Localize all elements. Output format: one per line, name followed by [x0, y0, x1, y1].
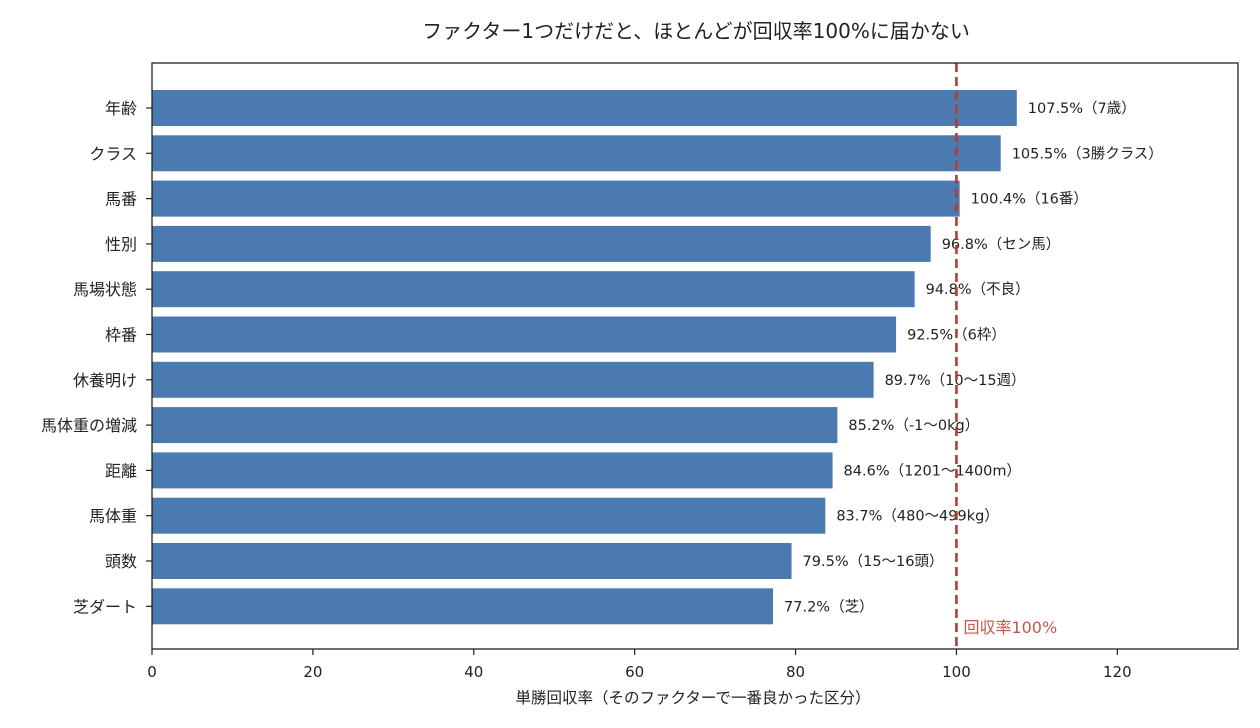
bar-value-label: 79.5%（15〜16頭）	[803, 553, 944, 570]
bar	[152, 497, 826, 534]
bar	[152, 180, 960, 217]
bar	[152, 543, 792, 579]
bar	[152, 271, 915, 308]
x-tick-label: 0	[147, 663, 157, 681]
x-axis-label: 単勝回収率（そのファクターで一番良かった区分）	[516, 689, 871, 707]
bars-layer: 107.5%（7歳） 105.5%（3勝クラス） 100.4%（16番） 96.8%（…	[152, 90, 1163, 625]
y-tick-label: 馬場状態	[73, 280, 137, 299]
x-tick-label: 100	[942, 663, 971, 681]
reference-line-label: 回収率100%	[963, 618, 1057, 637]
x-axis: 0 20 40 60 80 100 120	[147, 649, 1132, 681]
bar	[152, 316, 897, 353]
bar	[152, 588, 774, 625]
bar-value-label: 94.8%（不良）	[926, 281, 1030, 298]
bar-value-label: 96.8%（セン馬）	[942, 236, 1061, 253]
bar-value-label: 107.5%（7歳）	[1028, 100, 1136, 117]
x-tick-label: 80	[786, 663, 805, 681]
chart-title: ファクター1つだけだと、ほとんどが回収率100%に届かない	[422, 19, 970, 43]
y-tick-label: 年齢	[105, 99, 137, 118]
y-tick-label: 性別	[105, 235, 137, 254]
bar-value-label: 100.4%（16番）	[971, 191, 1088, 208]
y-tick-label: 芝ダート	[73, 597, 137, 616]
bar-value-label: 83.7%（480〜499kg）	[836, 508, 999, 525]
bar	[152, 90, 1017, 126]
x-tick-label: 20	[303, 663, 322, 681]
x-tick-label: 40	[464, 663, 483, 681]
bar-value-label: 77.2%（芝）	[784, 598, 874, 615]
y-tick-label: 馬体重	[89, 507, 137, 526]
bar-value-label: 105.5%（3勝クラス）	[1012, 145, 1163, 162]
x-tick-label: 60	[625, 663, 644, 681]
y-tick-label: クラス	[89, 144, 137, 163]
reference-layer: 回収率100%	[955, 63, 1057, 649]
y-tick-label: 馬体重の増減	[41, 416, 137, 435]
x-tick-label: 120	[1103, 663, 1132, 681]
bar	[152, 452, 833, 489]
bar-value-label: 84.6%（1201〜1400m）	[844, 462, 1022, 479]
bar-value-label: 85.2%（-1〜0kg）	[848, 417, 979, 434]
y-tick-label: 枠番	[105, 326, 137, 345]
y-tick-label: 馬番	[105, 190, 137, 209]
bar	[152, 361, 874, 398]
bar-value-label: 89.7%（10〜15週）	[885, 372, 1026, 389]
y-tick-label: 休養明け	[73, 371, 137, 390]
y-tick-label: 距離	[105, 461, 137, 480]
bar	[152, 225, 931, 262]
bar	[152, 135, 1001, 172]
plot-frame	[151, 62, 1239, 650]
bar	[152, 407, 838, 444]
y-tick-label: 頭数	[105, 552, 137, 571]
